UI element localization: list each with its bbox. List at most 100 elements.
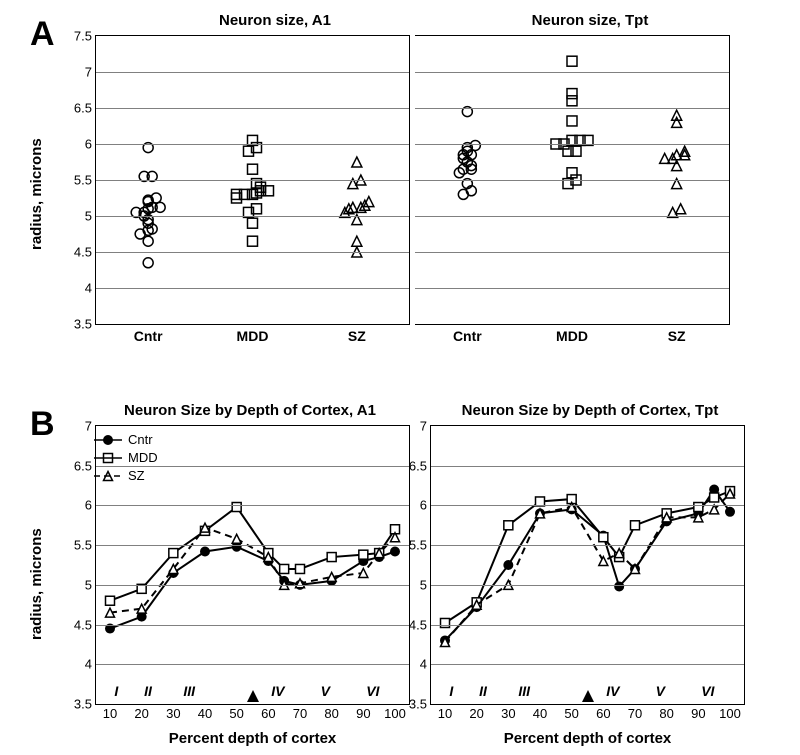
x-tick-label: 20 [469, 704, 483, 721]
data-point [248, 218, 258, 228]
data-point [352, 157, 362, 167]
data-point [567, 89, 577, 99]
y-tick-label: 4.5 [62, 617, 96, 632]
panel-a-ylabel: radius, microns [28, 138, 45, 250]
data-point [143, 236, 153, 246]
cortical-layer-label: VI [366, 683, 379, 699]
figure: A Neuron size, A1 Neuron size, Tpt radiu… [0, 0, 800, 755]
y-tick-label: 4.5 [62, 245, 96, 260]
cortical-layer-label: IV [271, 683, 284, 699]
y-tick-label: 7.5 [62, 29, 96, 44]
data-point [567, 168, 577, 178]
series-point [504, 561, 513, 570]
x-tick-label: 70 [293, 704, 307, 721]
y-tick-label: 4 [397, 657, 431, 672]
x-tick-label: 90 [356, 704, 370, 721]
legend-label: SZ [128, 468, 145, 483]
x-tick-label: 30 [501, 704, 515, 721]
y-tick-label: 6.5 [397, 458, 431, 473]
y-tick-label: 5 [397, 577, 431, 592]
panel-b-ylabel: radius, microns [28, 528, 45, 640]
x-tick-label: 50 [564, 704, 578, 721]
y-tick-label: 7 [397, 419, 431, 434]
y-tick-label: 5 [62, 209, 96, 224]
x-tick-label: 10 [438, 704, 452, 721]
y-tick-label: 5.5 [62, 173, 96, 188]
panel-a-left-plot: 3.544.555.566.577.5CntrMDDSZ [95, 35, 410, 325]
x-tick-label: 80 [659, 704, 673, 721]
y-tick-label: 6.5 [62, 101, 96, 116]
arrow-marker-icon [582, 690, 594, 702]
cortical-layer-label: I [114, 683, 118, 699]
y-tick-label: 4 [62, 657, 96, 672]
data-point [248, 236, 258, 246]
y-tick-label: 4 [62, 281, 96, 296]
category-label: MDD [237, 324, 269, 344]
y-tick-label: 5 [62, 577, 96, 592]
x-tick-label: 70 [628, 704, 642, 721]
x-tick-label: 100 [719, 704, 741, 721]
panel-a-right-plot: CntrMDDSZ [415, 35, 730, 325]
cortical-layer-label: I [449, 683, 453, 699]
y-tick-label: 5.5 [397, 538, 431, 553]
cortical-layer-label: V [656, 683, 665, 699]
x-tick-label: 80 [324, 704, 338, 721]
cortical-layer-label: VI [701, 683, 714, 699]
data-point [143, 258, 153, 268]
panel-a-right-title: Neuron size, Tpt [480, 12, 700, 29]
y-tick-label: 6.5 [62, 458, 96, 473]
data-point [567, 96, 577, 106]
y-tick-label: 4.5 [397, 617, 431, 632]
series-point [726, 507, 735, 516]
data-point [352, 236, 362, 246]
x-tick-label: 40 [198, 704, 212, 721]
cortical-layer-label: IV [606, 683, 619, 699]
cortical-layer-label: II [479, 683, 487, 699]
arrow-marker-icon [247, 690, 259, 702]
y-tick-label: 3.5 [62, 317, 96, 332]
category-label: MDD [556, 324, 588, 344]
panel-b-left-plot: CntrMDDSZ3.544.555.566.57102030405060708… [95, 425, 410, 705]
x-tick-label: 50 [229, 704, 243, 721]
panel-a-letter: A [30, 15, 55, 54]
y-tick-label: 3.5 [62, 697, 96, 712]
y-tick-label: 6 [62, 137, 96, 152]
panel-b-left-title: Neuron Size by Depth of Cortex, A1 [90, 402, 410, 419]
panel-b-right-title: Neuron Size by Depth of Cortex, Tpt [430, 402, 750, 419]
legend-label: MDD [128, 450, 158, 465]
x-tick-label: 60 [261, 704, 275, 721]
series-line [110, 547, 395, 629]
category-label: Cntr [453, 324, 482, 344]
data-point [567, 56, 577, 66]
x-tick-label: 60 [596, 704, 610, 721]
panel-a-left-title: Neuron size, A1 [165, 12, 385, 29]
x-tick-label: 40 [533, 704, 547, 721]
y-tick-label: 5.5 [62, 538, 96, 553]
x-tick-label: 20 [134, 704, 148, 721]
x-tick-label: 30 [166, 704, 180, 721]
cortical-layer-label: III [518, 683, 530, 699]
y-tick-label: 6 [62, 498, 96, 513]
data-point [676, 204, 686, 214]
panel-b-letter: B [30, 405, 55, 444]
series-point [201, 547, 210, 556]
panel-b-right-plot: 3.544.555.566.57102030405060708090100III… [430, 425, 745, 705]
category-label: SZ [668, 324, 686, 344]
panel-b-right-xlabel: Percent depth of cortex [430, 730, 745, 747]
x-tick-label: 10 [103, 704, 117, 721]
data-point [567, 116, 577, 126]
panel-b-left-xlabel: Percent depth of cortex [95, 730, 410, 747]
category-label: SZ [348, 324, 366, 344]
y-tick-label: 6 [397, 498, 431, 513]
legend-label: Cntr [128, 432, 153, 447]
category-label: Cntr [134, 324, 163, 344]
data-point [672, 117, 682, 127]
series-line [445, 490, 730, 641]
cortical-layer-label: II [144, 683, 152, 699]
cortical-layer-label: III [183, 683, 195, 699]
series-point [615, 582, 624, 591]
data-point [248, 164, 258, 174]
x-tick-label: 90 [691, 704, 705, 721]
y-tick-label: 3.5 [397, 697, 431, 712]
series-line [445, 491, 730, 623]
